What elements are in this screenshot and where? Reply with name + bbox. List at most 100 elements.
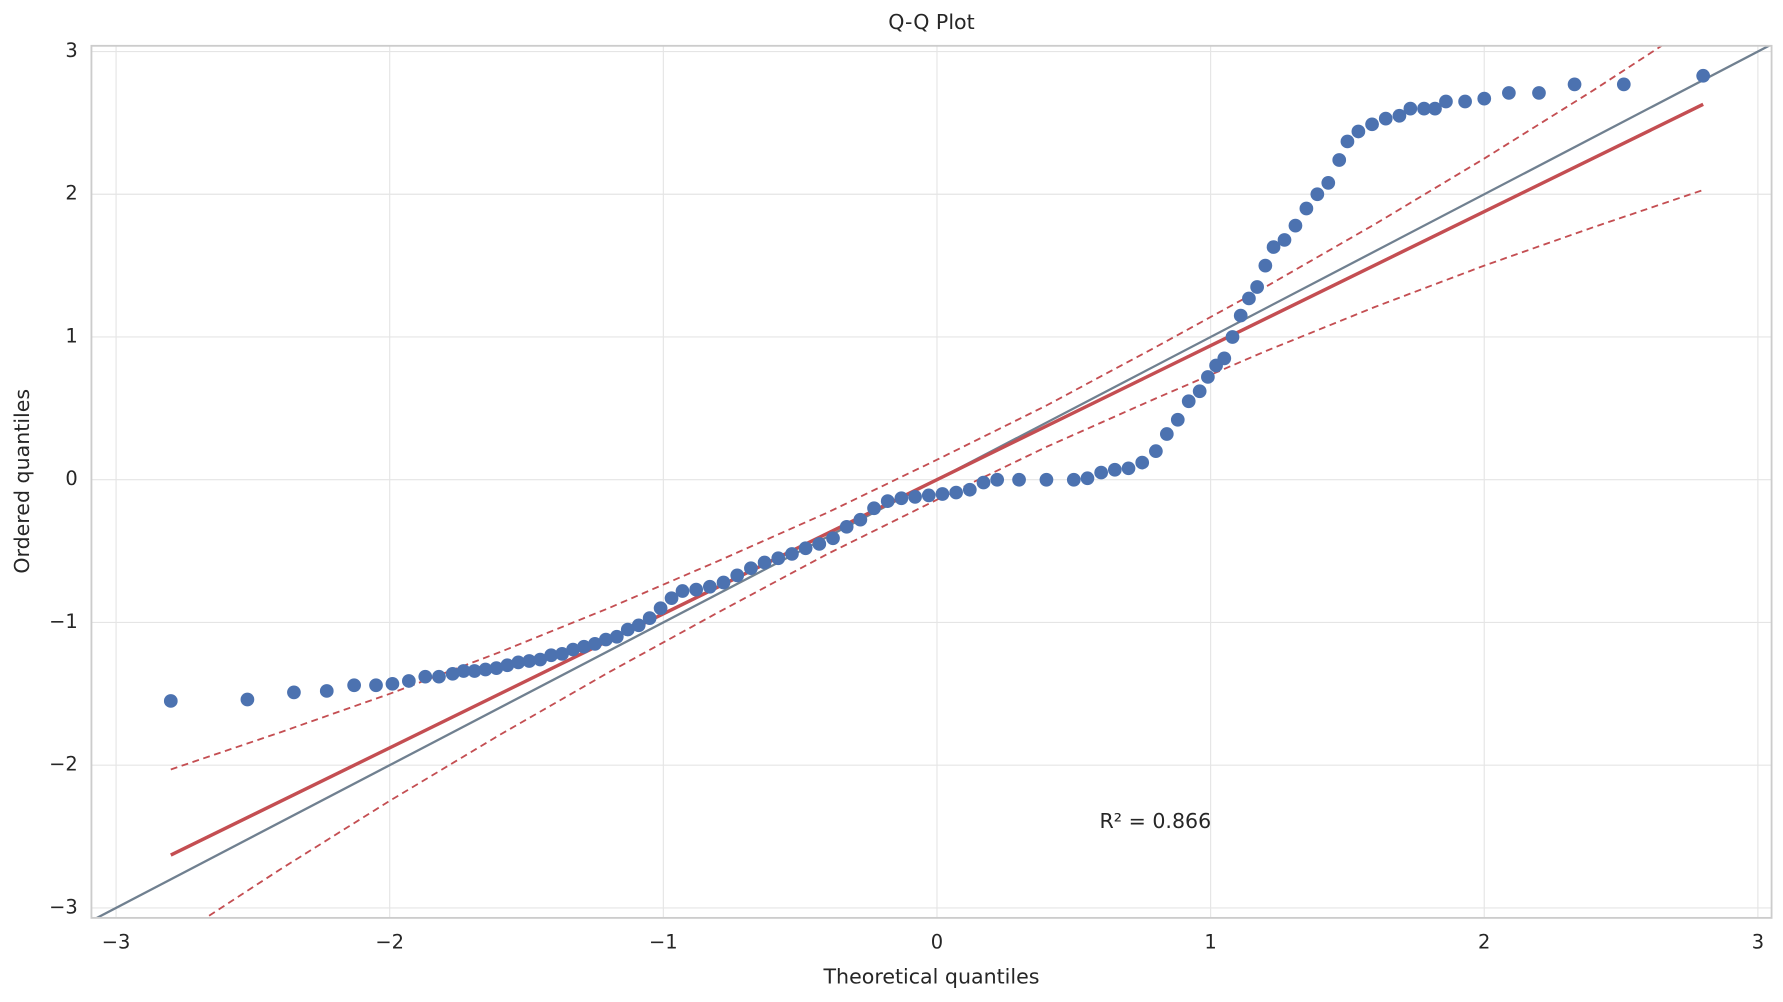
point [853,512,868,527]
point [577,639,591,654]
point [1417,101,1431,116]
ticks: −3 −2 −1 0 1 2 3 −3 −2 −1 0 1 2 3 [49,39,1764,954]
point [401,674,416,688]
axes-frame [90,44,1773,919]
point [1233,308,1248,323]
y-tick-label: −1 [49,610,78,633]
x-tick-label: −3 [102,931,131,954]
point [369,678,383,693]
point [839,519,854,534]
point [1439,94,1453,109]
point [771,551,786,566]
point [1340,134,1355,149]
point [642,611,657,626]
point [1266,240,1281,254]
x-tick-label: 1 [1204,931,1216,954]
point [500,658,515,673]
point [456,664,471,678]
y-tick-label: 0 [65,467,77,490]
y-tick-label: 3 [65,39,77,62]
point [908,489,922,504]
point [432,669,446,684]
point [1217,351,1232,366]
point [1066,472,1081,487]
point [675,584,690,598]
grid [91,45,1772,918]
chart-title: Q-Q Plot [888,10,974,34]
point [1696,68,1711,83]
point [287,685,301,700]
point [664,591,679,606]
point [445,666,460,681]
point [1080,471,1095,486]
point [1192,384,1207,399]
point [599,632,613,647]
point [489,661,504,675]
point [1159,427,1174,441]
point [1094,465,1109,480]
point [566,642,580,657]
point [1567,77,1582,92]
point [163,694,178,708]
point [555,646,569,661]
point [785,547,799,561]
x-tick-label: −2 [375,931,404,954]
point [588,636,602,651]
point [757,555,772,570]
point [1477,91,1492,106]
point [1321,175,1336,190]
point [1458,94,1472,109]
point [1532,86,1546,100]
point [826,531,840,546]
point [1378,111,1393,126]
point [812,537,827,551]
point [730,568,745,583]
point [962,482,977,497]
point [1351,124,1366,139]
point [1201,370,1215,384]
point [1170,412,1185,427]
point [631,618,646,633]
point [935,487,950,501]
point [1012,472,1026,487]
point [609,629,624,644]
point [894,491,909,506]
point [1181,394,1196,409]
point [1288,218,1303,233]
annotation: R² = 0.866 [1100,809,1212,833]
point [385,676,400,691]
point [522,654,537,668]
point [1392,108,1407,123]
y-tick-label: −2 [49,753,78,776]
point [716,575,731,590]
y-axis-label: Ordered quantiles [10,389,34,574]
point [1310,187,1325,202]
point [418,669,433,684]
point [1616,77,1631,92]
point [1428,101,1442,116]
point [990,472,1005,487]
point [702,579,717,594]
point [1121,461,1136,476]
point [1277,233,1292,247]
point [511,655,526,670]
confidence-upper [170,45,1664,771]
x-tick-label: −1 [649,931,678,954]
point [1332,153,1347,167]
point [240,692,255,707]
x-tick-label: 3 [1752,931,1764,954]
point [653,601,668,616]
point [1250,280,1264,294]
point [544,648,559,663]
point [880,494,895,508]
point [1242,291,1256,306]
x-tick-label: 2 [1478,931,1490,954]
point [467,664,482,678]
y-tick-label: 2 [65,182,77,205]
point [1299,201,1314,216]
point [347,678,361,693]
point [319,684,334,698]
point [689,582,704,597]
point [1365,117,1379,132]
